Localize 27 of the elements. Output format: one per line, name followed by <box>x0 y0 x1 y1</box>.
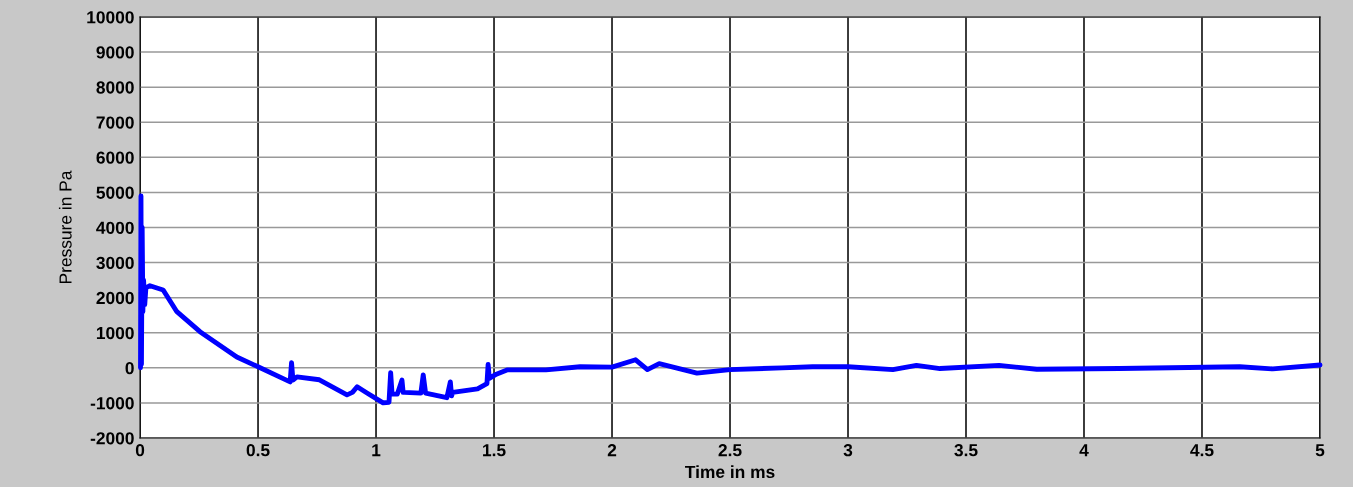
line-series <box>138 193 1323 406</box>
x-tick-label: 5 <box>1315 444 1325 457</box>
y-tick-label: 10000 <box>87 11 134 24</box>
x-tick-label: 2.5 <box>718 444 742 457</box>
x-axis-title: Time in ms <box>685 465 775 479</box>
y-tick-label: 3000 <box>96 256 134 270</box>
y-tick-label: -2000 <box>90 432 134 445</box>
y-tick-label: 0 <box>125 362 134 375</box>
x-tick-label: 4.5 <box>1190 444 1214 457</box>
y-tick-label: 9000 <box>96 46 134 59</box>
x-tick-label: 1 <box>372 444 381 457</box>
x-tick-label: 0 <box>135 444 145 457</box>
y-axis-title: Pressure in Pa <box>58 170 72 284</box>
y-tick-label: 6000 <box>96 151 134 164</box>
y-tick-label: 2000 <box>96 291 134 305</box>
x-tick-label: 2 <box>607 444 617 457</box>
y-tick-label: 5000 <box>96 186 134 199</box>
x-tick-label: 1.5 <box>483 444 506 457</box>
y-tick-label: -1000 <box>90 397 134 410</box>
y-tick-label: 1000 <box>96 326 134 340</box>
y-tick-label: 8000 <box>96 81 134 94</box>
x-tick-label: 3.5 <box>954 444 978 457</box>
x-tick-label: 3 <box>843 444 853 457</box>
y-tick-label: 4000 <box>96 221 134 234</box>
x-tick-label: 0.5 <box>246 444 270 457</box>
y-tick-label: 7000 <box>96 116 134 129</box>
x-tick-label: 4 <box>1079 444 1089 457</box>
